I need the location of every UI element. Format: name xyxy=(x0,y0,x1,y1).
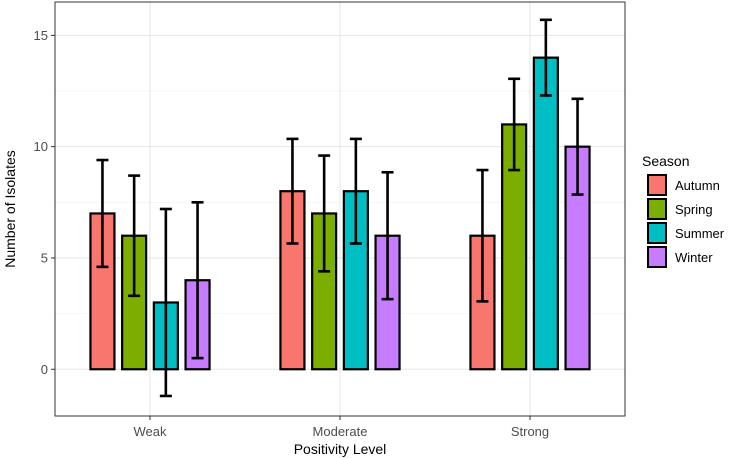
error-bar-autumn-weak xyxy=(96,158,109,269)
y-axis-title: Number of Isolates xyxy=(2,150,18,268)
y-tick-label: 10 xyxy=(34,139,48,154)
error-bar-autumn-strong xyxy=(476,168,489,303)
error-bar-winter-moderate xyxy=(381,170,394,301)
legend-label: Summer xyxy=(675,226,725,241)
legend-label: Spring xyxy=(675,202,713,217)
bar-summer-moderate xyxy=(342,190,369,371)
error-bar-winter-strong xyxy=(571,97,584,196)
legend-label: Winter xyxy=(675,250,713,265)
error-bars xyxy=(96,18,584,398)
legend-key xyxy=(647,246,667,268)
legend-item-autumn: Autumn xyxy=(647,174,720,196)
axes: 0 5 10 15 Weak Moderate Strong xyxy=(34,28,550,439)
x-tick-label: Moderate xyxy=(313,424,368,439)
y-tick-label: 15 xyxy=(34,28,48,43)
legend-item-spring: Spring xyxy=(647,198,713,220)
x-axis-title: Positivity Level xyxy=(294,441,387,457)
legend-item-summer: Summer xyxy=(647,222,725,244)
x-tick-label: Weak xyxy=(134,424,167,439)
error-bar-spring-moderate xyxy=(318,154,331,273)
legend-label: Autumn xyxy=(675,178,720,193)
y-tick-label: 0 xyxy=(41,362,48,377)
error-bar-spring-weak xyxy=(128,174,141,298)
legend: Season Autumn Spring Summer Winter xyxy=(642,153,725,268)
gridlines xyxy=(55,2,625,416)
bar-summer-strong xyxy=(532,56,559,371)
error-bar-summer-moderate xyxy=(349,137,362,245)
legend-key xyxy=(647,222,667,244)
error-bar-spring-strong xyxy=(508,77,521,172)
error-bar-summer-strong xyxy=(539,18,552,97)
legend-key xyxy=(647,174,667,196)
error-bar-autumn-moderate xyxy=(286,137,299,245)
error-bar-winter-weak xyxy=(191,201,204,360)
x-tick-label: Strong xyxy=(511,424,549,439)
legend-title: Season xyxy=(642,153,689,169)
error-bar-summer-weak xyxy=(159,207,172,398)
y-tick-label: 5 xyxy=(41,250,48,265)
legend-key xyxy=(647,198,667,220)
legend-item-winter: Winter xyxy=(647,246,713,268)
